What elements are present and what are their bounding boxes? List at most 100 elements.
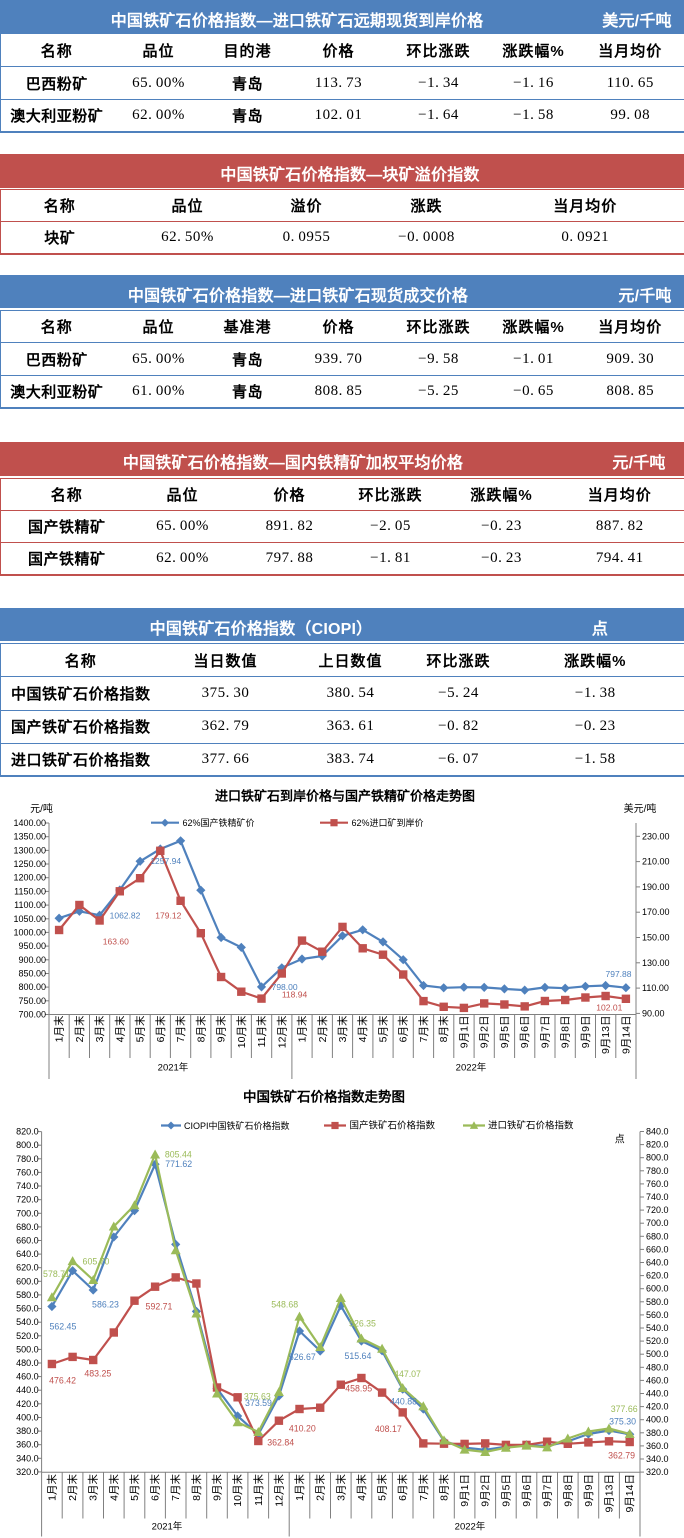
- svg-text:7月末: 7月末: [174, 1015, 187, 1042]
- svg-text:8月末: 8月末: [437, 1015, 450, 1042]
- svg-text:9月5日: 9月5日: [500, 1474, 512, 1507]
- svg-text:600.0: 600.0: [646, 1284, 669, 1294]
- svg-text:150.00: 150.00: [642, 933, 670, 943]
- svg-text:CIOPI中国铁矿石价格指数: CIOPI中国铁矿石价格指数: [184, 1120, 290, 1131]
- svg-text:580.0: 580.0: [646, 1297, 669, 1307]
- svg-text:720.0: 720.0: [16, 1195, 39, 1205]
- svg-text:5月末: 5月末: [376, 1474, 389, 1501]
- svg-text:447.07: 447.07: [394, 1369, 421, 1379]
- svg-text:460.0: 460.0: [16, 1372, 39, 1382]
- svg-text:600.0: 600.0: [16, 1276, 39, 1286]
- svg-text:820.0: 820.0: [646, 1140, 669, 1150]
- svg-text:9月5日: 9月5日: [499, 1016, 511, 1049]
- svg-text:640.0: 640.0: [646, 1258, 669, 1268]
- svg-text:5月末: 5月末: [377, 1015, 390, 1042]
- svg-text:660.0: 660.0: [16, 1236, 39, 1246]
- svg-text:750.00: 750.00: [18, 996, 46, 1006]
- svg-text:586.23: 586.23: [92, 1300, 119, 1310]
- svg-text:7月末: 7月末: [417, 1474, 430, 1501]
- svg-text:700.00: 700.00: [18, 1010, 46, 1020]
- svg-text:950.00: 950.00: [18, 941, 46, 951]
- svg-text:440.0: 440.0: [646, 1389, 669, 1399]
- svg-text:1257.94: 1257.94: [150, 856, 181, 866]
- svg-text:526.35: 526.35: [349, 1319, 376, 1329]
- svg-text:12月末: 12月末: [275, 1015, 288, 1048]
- svg-text:9月7日: 9月7日: [542, 1474, 554, 1507]
- svg-text:400.0: 400.0: [16, 1413, 39, 1423]
- svg-text:680.0: 680.0: [16, 1222, 39, 1232]
- svg-text:1400.00: 1400.00: [13, 818, 46, 828]
- svg-text:373.59: 373.59: [245, 1398, 272, 1408]
- svg-text:10月末: 10月末: [235, 1015, 248, 1048]
- svg-text:118.94: 118.94: [282, 990, 308, 1000]
- svg-text:900.00: 900.00: [18, 955, 46, 965]
- svg-text:3月末: 3月末: [93, 1015, 106, 1042]
- svg-text:5月末: 5月末: [134, 1015, 147, 1042]
- svg-text:820.0: 820.0: [16, 1127, 39, 1137]
- svg-text:420.0: 420.0: [16, 1399, 39, 1409]
- svg-text:375.63: 375.63: [244, 1392, 271, 1402]
- svg-text:800.00: 800.00: [18, 982, 46, 992]
- svg-text:6月末: 6月末: [397, 1015, 410, 1042]
- svg-text:1月末: 1月末: [53, 1015, 66, 1042]
- svg-text:9月末: 9月末: [211, 1474, 224, 1501]
- svg-text:6月末: 6月末: [396, 1474, 409, 1501]
- svg-text:660.0: 660.0: [646, 1244, 669, 1254]
- svg-text:460.0: 460.0: [646, 1375, 669, 1385]
- svg-text:1300.00: 1300.00: [13, 845, 46, 855]
- svg-text:国产铁矿石价格指数: 国产铁矿石价格指数: [350, 1120, 436, 1132]
- svg-text:375.30: 375.30: [609, 1417, 636, 1427]
- svg-text:62%国产铁精矿价: 62%国产铁精矿价: [183, 817, 255, 828]
- svg-text:170.00: 170.00: [642, 907, 670, 917]
- svg-text:9月8日: 9月8日: [560, 1016, 572, 1049]
- svg-text:元/吨: 元/吨: [30, 802, 53, 815]
- svg-text:740.0: 740.0: [16, 1181, 39, 1191]
- svg-text:6月末: 6月末: [149, 1474, 162, 1501]
- svg-text:2月末: 2月末: [73, 1015, 86, 1042]
- svg-text:6月末: 6月末: [154, 1015, 167, 1042]
- svg-text:9月14日: 9月14日: [620, 1016, 632, 1055]
- svg-text:560.0: 560.0: [646, 1310, 669, 1320]
- svg-text:526.67: 526.67: [289, 1352, 316, 1362]
- svg-text:760.0: 760.0: [16, 1167, 39, 1177]
- svg-text:850.00: 850.00: [18, 969, 46, 979]
- svg-text:540.0: 540.0: [16, 1317, 39, 1327]
- svg-text:440.88: 440.88: [390, 1397, 417, 1407]
- svg-text:362.79: 362.79: [608, 1450, 635, 1460]
- svg-text:410.20: 410.20: [289, 1423, 316, 1433]
- svg-text:4月末: 4月末: [113, 1015, 126, 1042]
- svg-text:1250.00: 1250.00: [13, 859, 46, 869]
- svg-text:62%进口矿到岸价: 62%进口矿到岸价: [352, 817, 424, 828]
- svg-text:680.0: 680.0: [646, 1231, 669, 1241]
- svg-text:9月2日: 9月2日: [479, 1016, 491, 1049]
- svg-text:9月7日: 9月7日: [539, 1016, 551, 1049]
- svg-text:1月末: 1月末: [296, 1015, 309, 1042]
- svg-text:360.0: 360.0: [16, 1440, 39, 1450]
- svg-text:580.0: 580.0: [16, 1290, 39, 1300]
- svg-text:476.42: 476.42: [49, 1375, 76, 1385]
- svg-text:340.0: 340.0: [646, 1454, 669, 1464]
- svg-text:548.68: 548.68: [271, 1299, 298, 1309]
- svg-text:320.0: 320.0: [646, 1467, 669, 1477]
- svg-text:360.0: 360.0: [646, 1441, 669, 1451]
- svg-text:102.01: 102.01: [596, 1003, 622, 1013]
- svg-text:700.0: 700.0: [16, 1208, 39, 1218]
- svg-text:362.84: 362.84: [267, 1437, 294, 1447]
- svg-text:1150.00: 1150.00: [14, 886, 46, 896]
- svg-text:点: 点: [615, 1134, 625, 1146]
- svg-text:700.0: 700.0: [646, 1218, 669, 1228]
- svg-text:483.25: 483.25: [84, 1369, 111, 1379]
- svg-text:1050.00: 1050.00: [13, 914, 46, 924]
- svg-text:9月13日: 9月13日: [604, 1474, 616, 1513]
- svg-text:540.0: 540.0: [646, 1323, 669, 1333]
- svg-text:8月末: 8月末: [438, 1474, 451, 1501]
- svg-text:500.0: 500.0: [646, 1349, 669, 1359]
- svg-text:8月末: 8月末: [194, 1015, 207, 1042]
- svg-text:400.0: 400.0: [646, 1415, 669, 1425]
- svg-text:2021年: 2021年: [152, 1521, 183, 1533]
- svg-text:3月末: 3月末: [87, 1474, 100, 1501]
- svg-text:190.00: 190.00: [642, 882, 670, 892]
- svg-text:9月9日: 9月9日: [583, 1474, 595, 1507]
- svg-text:380.0: 380.0: [16, 1426, 39, 1436]
- svg-text:760.0: 760.0: [646, 1179, 669, 1189]
